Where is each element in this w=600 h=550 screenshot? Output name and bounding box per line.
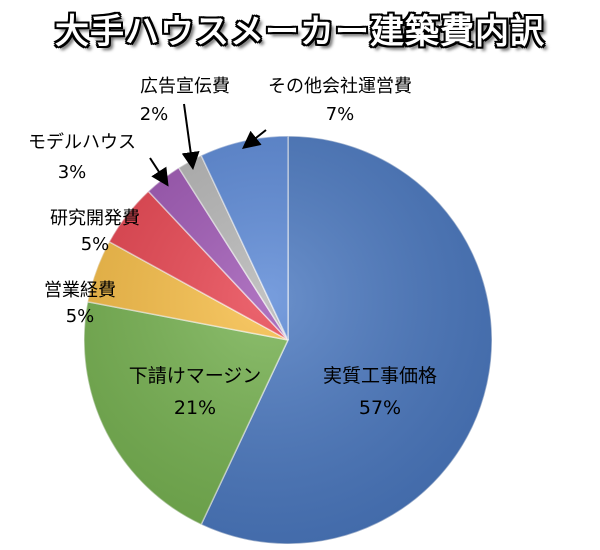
chart-title: 大手ハウスメーカー建築費内訳 [55, 12, 545, 52]
slice-value-label-1: 57% [359, 397, 401, 419]
leader-arrow-6 [181, 103, 200, 171]
slice-label-6: 広告宣伝費 [140, 76, 230, 97]
leader-arrow-7 [241, 129, 267, 150]
slice-label-4: 研究開発費 [50, 208, 140, 229]
slice-label-7: その他会社運営費 [268, 76, 412, 97]
slice-value-label-3: 5% [66, 306, 95, 327]
slice-label-5: モデルハウス [28, 132, 136, 153]
slice-label-1: 実質工事価格 [323, 365, 437, 387]
leader-arrow-5 [149, 157, 169, 187]
pie-labels: 実質工事価格 57% 下請けマージン 21% 営業経費 5% 研究開発費 5% モデルハウス 3%… [28, 76, 437, 419]
slice-label-3: 営業経費 [44, 280, 116, 301]
slice-value-label-2: 21% [174, 397, 216, 419]
slice-value-label-7: 7% [326, 104, 355, 125]
slice-value-label-6: 2% [140, 104, 169, 125]
slice-label-2: 下請けマージン [129, 365, 262, 387]
pie-slices [83, 135, 493, 545]
slice-value-label-5: 3% [58, 162, 87, 183]
slice-value-label-4: 5% [81, 234, 110, 255]
